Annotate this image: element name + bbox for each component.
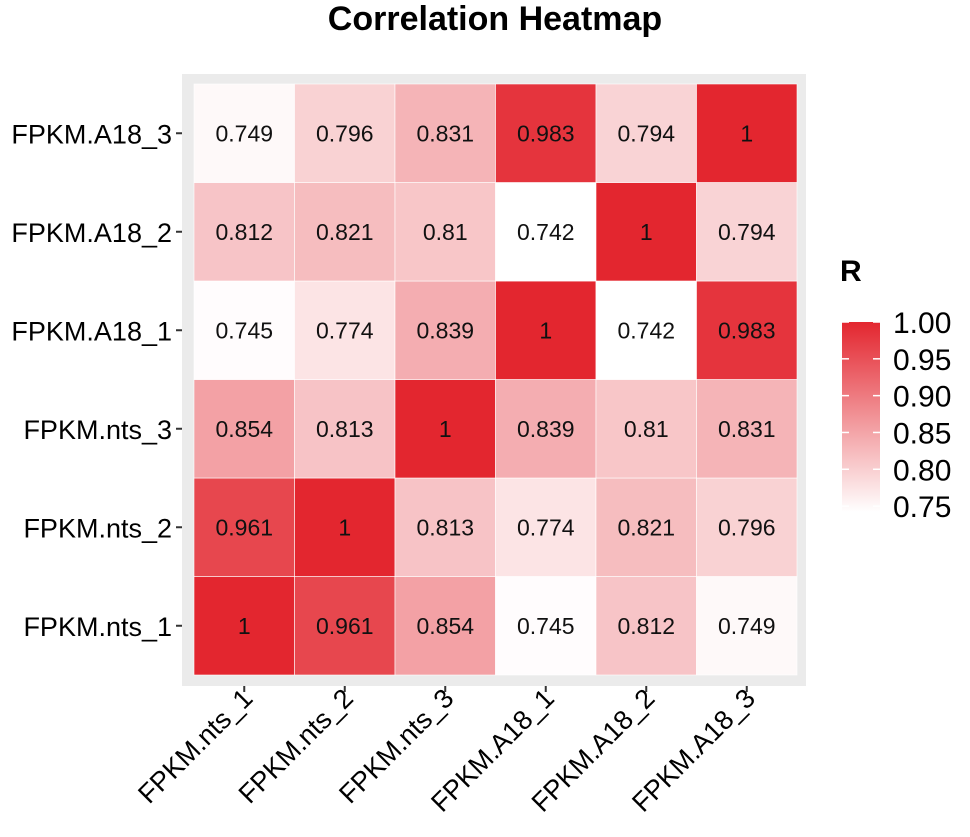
- legend-color-bar: [842, 322, 880, 512]
- cell-value-label: 0.745: [517, 613, 575, 639]
- heatmap-cell-FPKM.nts_3-FPKM.A18_1: [495, 379, 597, 479]
- heatmap-cell-FPKM.A18_3-FPKM.A18_3: [696, 83, 798, 183]
- heatmap-cell-FPKM.A18_2-FPKM.nts_1: [193, 182, 295, 282]
- cell-value-label: 0.854: [416, 613, 474, 639]
- heatmap-cell-FPKM.nts_3-FPKM.nts_2: [294, 379, 396, 479]
- cell-value-label: 0.983: [718, 317, 776, 343]
- cell-value-label: 0.961: [316, 613, 374, 639]
- heatmap-cell-FPKM.nts_1-FPKM.nts_1: [193, 576, 295, 676]
- color-legend: R 1.00 0.95 0.900.85 0.80 0.75: [840, 255, 951, 524]
- y-tick-label: FPKM.nts_2: [23, 513, 172, 543]
- cell-value-label: 0.813: [416, 514, 474, 540]
- cell-value-label: 1: [539, 317, 552, 343]
- cell-value-label: 1: [740, 120, 753, 146]
- heatmap-cells: 1 0.961 0.854 0.745 0.812 0.749 0.961 1 0.813 0.7…: [193, 83, 798, 676]
- cell-value-label: 0.794: [718, 219, 776, 245]
- heatmap-cell-FPKM.A18_1-FPKM.A18_1: [495, 280, 597, 380]
- cell-value-label: 0.774: [517, 514, 575, 540]
- heatmap-cell-FPKM.A18_1-FPKM.A18_3: [696, 280, 798, 380]
- heatmap-cell-FPKM.A18_1-FPKM.nts_2: [294, 280, 396, 380]
- cell-value-label: 1: [338, 514, 351, 540]
- heatmap-cell-FPKM.A18_2-FPKM.A18_2: [595, 182, 697, 282]
- y-tick-label: FPKM.nts_1: [23, 612, 172, 642]
- cell-value-label: 0.745: [215, 317, 273, 343]
- heatmap-cell-FPKM.nts_3-FPKM.A18_2: [595, 379, 697, 479]
- cell-value-label: 0.749: [718, 613, 776, 639]
- cell-value-label: 1: [640, 219, 653, 245]
- heatmap-cell-FPKM.nts_1-FPKM.A18_2: [595, 576, 697, 676]
- cell-value-label: 0.749: [215, 120, 273, 146]
- heatmap-cell-FPKM.A18_3-FPKM.nts_1: [193, 83, 295, 183]
- cell-value-label: 0.961: [215, 514, 273, 540]
- cell-value-label: 0.831: [416, 120, 474, 146]
- heatmap-cell-FPKM.nts_2-FPKM.A18_2: [595, 477, 697, 577]
- heatmap-cell-FPKM.nts_1-FPKM.nts_3: [394, 576, 496, 676]
- heatmap-cell-FPKM.nts_2-FPKM.nts_2: [294, 477, 396, 577]
- heatmap-cell-FPKM.nts_3-FPKM.nts_3: [394, 379, 496, 479]
- cell-value-label: 0.983: [517, 120, 575, 146]
- cell-value-label: 0.831: [718, 416, 776, 442]
- cell-value-label: 0.81: [423, 219, 468, 245]
- cell-value-label: 0.854: [215, 416, 273, 442]
- cell-value-label: 0.774: [316, 317, 374, 343]
- cell-value-label: 1: [439, 416, 452, 442]
- cell-value-label: 1: [238, 613, 251, 639]
- cell-value-label: 0.796: [718, 514, 776, 540]
- cell-value-label: 0.796: [316, 120, 374, 146]
- legend-tick-label: 0.85: [893, 417, 951, 450]
- cell-value-label: 0.839: [517, 416, 575, 442]
- legend-title: R: [840, 255, 862, 288]
- y-tick-label: FPKM.A18_1: [11, 316, 172, 346]
- cell-value-label: 0.839: [416, 317, 474, 343]
- y-tick-label: FPKM.nts_3: [23, 415, 172, 445]
- cell-value-label: 0.821: [316, 219, 374, 245]
- heatmap-cell-FPKM.nts_2-FPKM.A18_1: [495, 477, 597, 577]
- cell-value-label: 0.742: [617, 317, 675, 343]
- x-axis: FPKM.nts_1FPKM.nts_2FPKM.nts_3FPKM.A18_1…: [132, 683, 761, 818]
- legend-tick-label: 0.75: [893, 491, 951, 524]
- heatmap-cell-FPKM.A18_1-FPKM.nts_3: [394, 280, 496, 380]
- heatmap-cell-FPKM.A18_1-FPKM.nts_1: [193, 280, 295, 380]
- heatmap-cell-FPKM.nts_2-FPKM.nts_1: [193, 477, 295, 577]
- heatmap-cell-FPKM.nts_2-FPKM.A18_3: [696, 477, 798, 577]
- cell-value-label: 0.812: [215, 219, 273, 245]
- cell-value-label: 0.821: [617, 514, 675, 540]
- y-tick-label: FPKM.A18_3: [11, 119, 172, 149]
- legend-tick-label: 0.95: [893, 344, 951, 377]
- heatmap-cell-FPKM.nts_3-FPKM.nts_1: [193, 379, 295, 479]
- cell-value-label: 0.813: [316, 416, 374, 442]
- heatmap-cell-FPKM.nts_2-FPKM.nts_3: [394, 477, 496, 577]
- legend-tick-label: 0.90: [893, 381, 951, 414]
- chart-title: Correlation Heatmap: [328, 0, 662, 38]
- heatmap-cell-FPKM.nts_1-FPKM.A18_1: [495, 576, 597, 676]
- heatmap-cell-FPKM.A18_2-FPKM.nts_2: [294, 182, 396, 282]
- legend-tick-label: 1.00: [893, 307, 951, 340]
- cell-value-label: 0.742: [517, 219, 575, 245]
- heatmap-cell-FPKM.A18_3-FPKM.nts_3: [394, 83, 496, 183]
- y-axis: FPKM.nts_1 FPKM.nts_2 FPKM.nts_3 FPKM.A18_1…: [11, 119, 182, 642]
- cell-value-label: 0.812: [617, 613, 675, 639]
- legend-tick-label: 0.80: [893, 454, 951, 487]
- heatmap-cell-FPKM.A18_3-FPKM.A18_2: [595, 83, 697, 183]
- cell-value-label: 0.794: [617, 120, 675, 146]
- y-tick-label: FPKM.A18_2: [11, 218, 172, 248]
- heatmap-cell-FPKM.nts_3-FPKM.A18_3: [696, 379, 798, 479]
- heatmap-cell-FPKM.A18_1-FPKM.A18_2: [595, 280, 697, 380]
- cell-value-label: 0.81: [624, 416, 669, 442]
- heatmap-cell-FPKM.A18_3-FPKM.A18_1: [495, 83, 597, 183]
- heatmap-cell-FPKM.nts_1-FPKM.A18_3: [696, 576, 798, 676]
